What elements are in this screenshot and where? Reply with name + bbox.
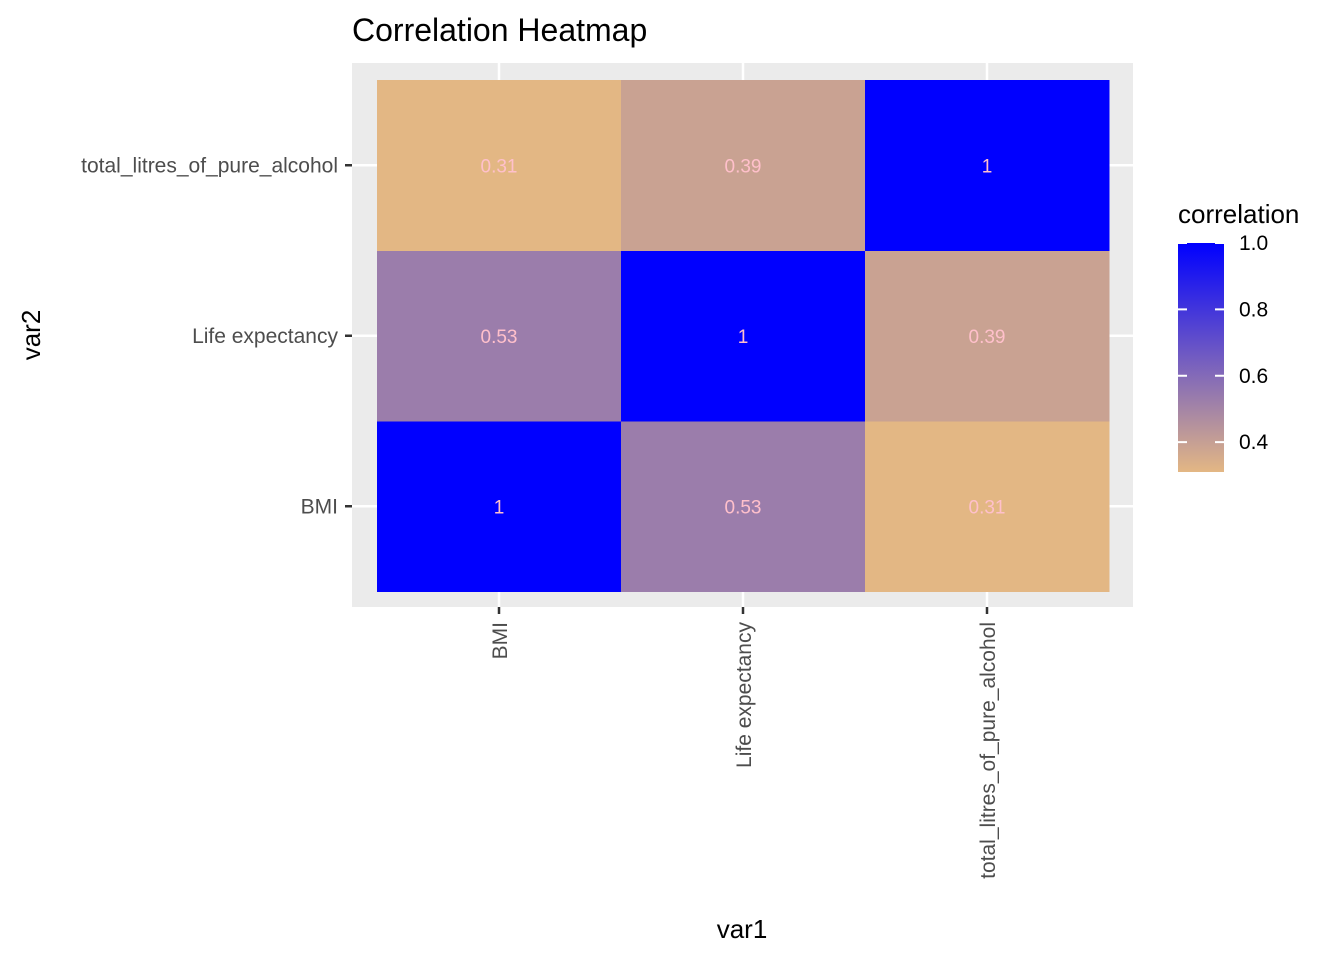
chart-title: Correlation Heatmap	[352, 12, 647, 48]
legend-colorbar	[1178, 243, 1224, 472]
x-tick-label-total-litres-of-pure-alcohol: total_litres_of_pure_alcohol	[977, 622, 1000, 879]
y-tick-label-total-litres-of-pure-alcohol: total_litres_of_pure_alcohol	[81, 154, 338, 177]
cell-value-label: 0.39	[725, 156, 762, 177]
heatmap-cell-total-litres-of-pure-alcohol-bmi	[865, 421, 1110, 592]
heatmap-cells	[377, 80, 1110, 592]
x-tick-label-life-expectancy: Life expectancy	[733, 622, 756, 768]
heatmap-cell-bmi-bmi	[377, 421, 622, 592]
y-tick-label-life-expectancy: Life expectancy	[192, 325, 338, 348]
y-axis: BMI Life expectancy total_litres_of_pure_a…	[81, 154, 352, 518]
cell-value-label: 0.31	[481, 156, 518, 177]
cell-value-label: 0.53	[481, 327, 518, 348]
heatmap-cell-bmi-total-litres-of-pure-alcohol	[377, 80, 622, 251]
legend-tick-label: 0.8	[1239, 298, 1268, 321]
legend-tick-label: 0.4	[1239, 431, 1269, 454]
heatmap-cell-life-expectancy-life-expectancy	[621, 250, 866, 422]
heatmap-cell-labels: 1 0.53 0.31 0.53 1 0.39 0.31 0.39 1	[481, 156, 1006, 518]
x-tick-label-bmi: BMI	[489, 622, 512, 659]
legend-title: correlation	[1178, 199, 1299, 229]
cell-value-label: 1	[982, 156, 993, 177]
cell-value-label: 1	[494, 497, 505, 518]
y-tick-label-bmi: BMI	[301, 495, 338, 518]
heatmap-cell-life-expectancy-bmi	[621, 421, 866, 592]
legend-tick-label: 0.6	[1239, 365, 1268, 388]
heatmap-cell-total-litres-of-pure-alcohol-total-litres-of-pure-alcohol	[865, 80, 1110, 251]
heatmap-cell-life-expectancy-total-litres-of-pure-alcohol	[621, 80, 866, 251]
cell-value-label: 0.31	[969, 497, 1006, 518]
cell-value-label: 1	[738, 327, 749, 348]
x-axis-title: var1	[717, 914, 768, 944]
cell-value-label: 0.39	[969, 327, 1006, 348]
cell-value-label: 0.53	[725, 497, 762, 518]
y-axis-title: var2	[16, 310, 46, 361]
legend-tick-label: 1.0	[1239, 232, 1268, 255]
heatmap-cell-bmi-life-expectancy	[377, 250, 622, 422]
heatmap-cell-total-litres-of-pure-alcohol-life-expectancy	[865, 250, 1110, 422]
legend-ticks: 0.4 0.6 0.8 1.0	[1178, 232, 1269, 454]
x-axis: BMI Life expectancy total_litres_of_pure_a…	[489, 607, 1000, 879]
color-legend: correlation 0.4 0.6 0.8 1.0	[1178, 199, 1299, 472]
